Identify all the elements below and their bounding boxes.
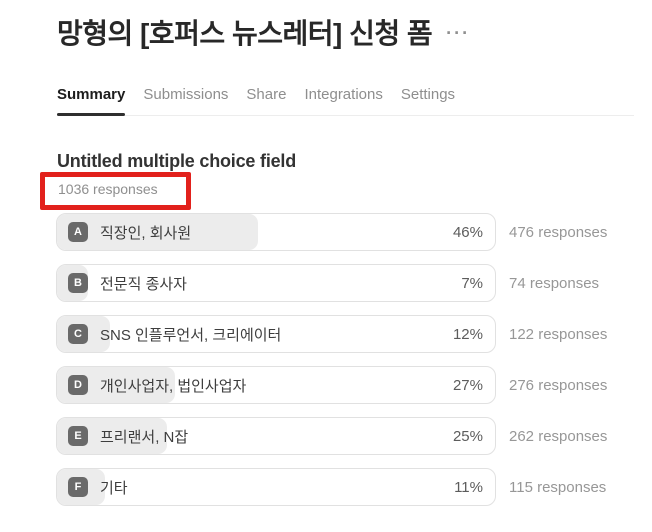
- option-label: 직장인, 회사원: [100, 224, 192, 242]
- option-row: B 전문직 종사자 7% 74 responses: [56, 264, 607, 302]
- responses-count: 1036 responses: [58, 181, 158, 197]
- option-bar: F 기타 11%: [56, 468, 496, 506]
- option-percent: 7%: [461, 274, 483, 292]
- page-header: 망형의 [호퍼스 뉴스레터] 신청 폼 ···: [57, 16, 636, 51]
- option-bar: D 개인사업자, 법인사업자 27%: [56, 366, 496, 404]
- option-letter-badge: C: [68, 324, 88, 344]
- option-responses: 476 responses: [509, 223, 608, 241]
- page-title: 망형의 [호퍼스 뉴스레터] 신청 폼: [57, 18, 433, 49]
- tab-bar: Summary Submissions Share Integrations S…: [57, 86, 634, 116]
- option-label: 기타: [100, 479, 128, 497]
- option-letter-badge: E: [68, 426, 88, 446]
- tab-share[interactable]: Share: [246, 86, 287, 103]
- option-percent: 25%: [452, 427, 483, 445]
- option-letter-badge: F: [68, 477, 88, 497]
- field-title: Untitled multiple choice field: [57, 151, 297, 171]
- option-bar: E 프리랜서, N잡 25%: [56, 417, 496, 455]
- option-percent: 46%: [452, 223, 483, 241]
- tab-settings[interactable]: Settings: [400, 86, 456, 103]
- option-responses: 276 responses: [509, 376, 608, 394]
- option-label: 개인사업자, 법인사업자: [100, 377, 247, 395]
- option-bar-fill: [57, 214, 259, 250]
- option-percent: 27%: [452, 376, 483, 394]
- option-row: E 프리랜서, N잡 25% 262 responses: [56, 417, 607, 455]
- option-responses: 122 responses: [509, 325, 608, 343]
- option-letter-badge: B: [68, 273, 88, 293]
- option-percent: 11%: [454, 478, 483, 496]
- option-row: F 기타 11% 115 responses: [56, 468, 607, 506]
- option-responses: 74 responses: [509, 274, 600, 292]
- tab-submissions[interactable]: Submissions: [143, 86, 229, 103]
- option-row: D 개인사업자, 법인사업자 27% 276 responses: [56, 366, 607, 404]
- option-bar: C SNS 인플루언서, 크리에이터 12%: [56, 315, 496, 353]
- option-row: C SNS 인플루언서, 크리에이터 12% 122 responses: [56, 315, 607, 353]
- option-label: 전문직 종사자: [100, 275, 187, 293]
- option-bar: B 전문직 종사자 7%: [56, 264, 496, 302]
- tab-integrations[interactable]: Integrations: [304, 86, 383, 103]
- options-list: A 직장인, 회사원 46% 476 responses B 전문직 종사자 7…: [56, 213, 607, 519]
- option-responses: 115 responses: [509, 478, 607, 496]
- option-percent: 12%: [452, 325, 483, 343]
- option-label: 프리랜서, N잡: [100, 428, 189, 446]
- option-letter-badge: D: [68, 375, 88, 395]
- option-row: A 직장인, 회사원 46% 476 responses: [56, 213, 607, 251]
- tab-summary[interactable]: Summary: [57, 86, 126, 116]
- option-bar: A 직장인, 회사원 46%: [56, 213, 496, 251]
- option-letter-badge: A: [68, 222, 88, 242]
- more-menu-icon[interactable]: ···: [446, 23, 471, 43]
- option-label: SNS 인플루언서, 크리에이터: [100, 326, 282, 344]
- option-responses: 262 responses: [509, 427, 608, 445]
